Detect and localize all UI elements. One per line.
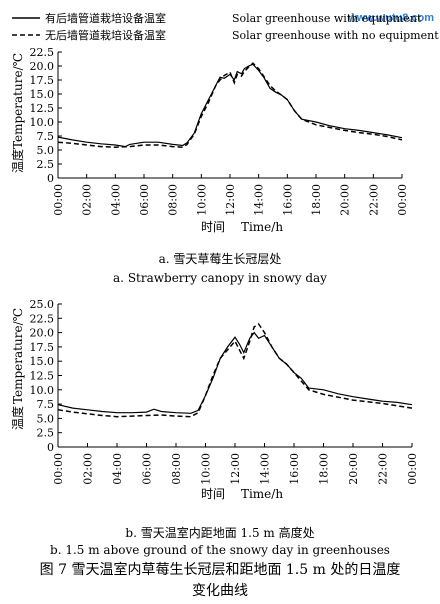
figure-title-line2: 变化曲线 xyxy=(192,583,248,599)
chart-area: 有后墙管道栽培设备温室 Solar greenhouse with equipm… xyxy=(10,11,439,501)
x-tick-label: 20:00 xyxy=(347,453,360,485)
y-axis-label-en-b: Temperature/℃ xyxy=(11,308,25,404)
y-tick-label: 7.5 xyxy=(37,130,55,143)
series-lines-b xyxy=(57,322,413,418)
series-no-equipment-line-a xyxy=(57,62,403,148)
series-no-equipment-line-b xyxy=(57,322,413,418)
x-tick-label: 06:00 xyxy=(141,453,154,485)
x-tick-label: 20:00 xyxy=(339,184,352,216)
caption-b-en: b. 1.5 m above ground of the snowy day i… xyxy=(50,543,390,557)
y-axis-label-cn-b: 温度 xyxy=(10,406,25,430)
y-tick-label: 0 xyxy=(47,172,54,185)
x-tick-label: 16:00 xyxy=(288,453,301,485)
caption-a-en: a. Strawberry canopy in snowy day xyxy=(113,271,327,285)
series-with-equipment-line-b xyxy=(57,331,413,414)
y-tick-label: 2.5 xyxy=(37,158,55,171)
y-tick-label: 17.5 xyxy=(30,341,55,354)
x-axis-ticks-b: 00:00 02:00 04:00 06:00 08:00 10:00 12:00 14:00… xyxy=(52,443,419,485)
y-tick-label: 17.5 xyxy=(30,74,55,87)
y-tick-label: 7.5 xyxy=(37,398,55,411)
series-lines-a xyxy=(57,62,403,148)
y-axis-ticks-b: 02.5 5.07.510.012.5 15.017.520.0 22.525.0 xyxy=(30,298,62,454)
legend: 有后墙管道栽培设备温室 Solar greenhouse with equipm… xyxy=(12,11,439,42)
y-tick-label: 12.5 xyxy=(30,370,55,383)
y-tick-label: 20.0 xyxy=(30,327,55,340)
y-tick-label: 12.5 xyxy=(30,102,55,115)
y-axis-label-en-a: Temperature/℃ xyxy=(11,53,25,149)
x-tick-label: 18:00 xyxy=(310,184,323,216)
x-tick-label: 10:00 xyxy=(200,453,213,485)
x-tick-label: 04:00 xyxy=(109,184,122,216)
y-tick-label: 10.0 xyxy=(30,116,55,129)
y-tick-label: 15.0 xyxy=(30,88,55,101)
x-tick-label: 00:00 xyxy=(396,184,409,216)
legend-label-with-equipment-cn: 有后墙管道栽培设备温室 xyxy=(45,11,166,25)
x-tick-label: 00:00 xyxy=(406,453,419,485)
y-axis-ticks-a: 02.55.07.510.012.515.017.520.022.5 xyxy=(30,46,62,185)
y-tick-label: 20.0 xyxy=(30,60,55,73)
y-tick-label: 15.0 xyxy=(30,355,55,368)
figure-title-line1: 图 7 雪天温室内草莓生长冠层和距地面 1.5 m 处的日温度 xyxy=(39,562,401,578)
x-tick-label: 16:00 xyxy=(281,184,294,216)
x-tick-label: 08:00 xyxy=(170,453,183,485)
series-with-equipment-line-a xyxy=(57,63,403,148)
x-tick-label: 02:00 xyxy=(82,453,95,485)
y-tick-label: 5.0 xyxy=(37,144,55,157)
x-axis-label-en-a: Time/h xyxy=(241,220,283,234)
legend-label-no-equipment-cn: 无后墙管道栽培设备温室 xyxy=(45,28,166,42)
y-tick-label: 0 xyxy=(47,441,54,454)
x-tick-label: 22:00 xyxy=(377,453,390,485)
x-tick-label: 00:00 xyxy=(52,184,65,216)
y-tick-label: 25.0 xyxy=(30,298,55,311)
y-tick-label: 5.0 xyxy=(37,412,55,425)
watermark-text: www.wutu8.com xyxy=(348,12,434,24)
x-tick-label: 06:00 xyxy=(138,184,151,216)
caption-b-cn: b. 雪天温室内距地面 1.5 m 高度处 xyxy=(125,526,315,540)
x-tick-label: 18:00 xyxy=(318,453,331,485)
x-tick-label: 08:00 xyxy=(167,184,180,216)
x-axis-label-cn-b: 时间 xyxy=(201,487,225,501)
chart-panel-b: 02.5 5.07.510.012.5 15.017.520.0 22.525.0 0… xyxy=(10,298,419,501)
x-axis-label-cn-a: 时间 xyxy=(201,220,225,234)
x-tick-label: 02:00 xyxy=(81,184,94,216)
x-axis-label-en-b: Time/h xyxy=(241,487,283,501)
legend-label-no-equipment-en: Solar greenhouse with no equipment xyxy=(232,29,439,42)
x-tick-label: 04:00 xyxy=(111,453,124,485)
x-axis-ticks-a: 00:00 02:00 04:00 06:00 08:00 10:00 12:00 14:00… xyxy=(52,174,409,216)
x-tick-label: 10:00 xyxy=(195,184,208,216)
y-tick-label: 22.5 xyxy=(30,312,55,325)
x-tick-label: 12:00 xyxy=(224,184,237,216)
y-tick-label: 2.5 xyxy=(37,427,55,440)
x-tick-label: 22:00 xyxy=(367,184,380,216)
chart-panel-a: 02.55.07.510.012.515.017.520.022.5 00:00… xyxy=(10,46,409,234)
x-tick-label: 14:00 xyxy=(259,453,272,485)
legend-label-with-equipment-en: Solar greenhouse with equipment xyxy=(232,12,422,25)
x-tick-label: 00:00 xyxy=(52,453,65,485)
caption-a-cn: a. 雪天草莓生长冠层处 xyxy=(158,252,282,266)
y-axis-label-cn-a: 温度 xyxy=(10,149,25,173)
x-tick-label: 12:00 xyxy=(229,453,242,485)
y-tick-label: 22.5 xyxy=(30,46,55,59)
y-tick-label: 10.0 xyxy=(30,384,55,397)
x-tick-label: 14:00 xyxy=(253,184,266,216)
